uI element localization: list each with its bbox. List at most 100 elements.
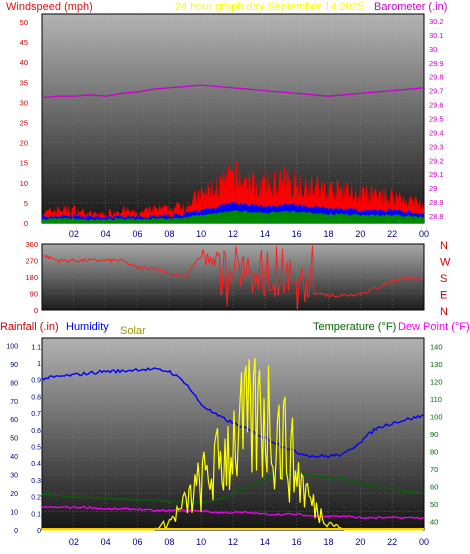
barometer-tick-label: 29.3 [429,142,444,151]
humidity-axis-title: Humidity [66,321,109,333]
x-tick-label: 04 [101,537,111,547]
x-tick-label: 10 [196,537,206,547]
x-tick-label: 14 [260,537,270,547]
x-tick-label: 22 [387,229,397,239]
windspeed-axis-title: Windspeed (mph) [6,1,93,13]
barometer-tick-label: 28.8 [429,212,444,221]
barometer-tick-label: 29 [429,184,437,193]
humidity-tick-label: 90 [10,362,18,369]
direction-tick-label: 0 [34,306,38,315]
barometer-tick-label: 29.1 [429,170,444,179]
x-tick-label: 04 [101,229,111,239]
humidity-tick-label: 40 [10,454,18,461]
compass-label: W [440,257,451,269]
x-tick-label: 00 [419,537,429,547]
chart-title: 24 hour graph day September 14 2025 [175,1,364,13]
x-tick-label: 00 [419,229,429,239]
humidity-tick-label: 80 [10,380,18,387]
rain-tick-label: 0.5 [31,445,41,452]
x-tick-label: 08 [164,537,174,547]
barometer-tick-label: 29.9 [429,59,444,68]
x-tick-label: 16 [292,537,302,547]
wind-tick-label: 40 [20,58,28,67]
rain-tick-label: 0.6 [31,428,41,435]
x-tick-label: 16 [292,229,302,239]
rain-tick-label: 0.4 [31,461,41,468]
barometer-tick-label: 29.7 [429,87,444,96]
barometer-tick-label: 29.8 [429,73,444,82]
solar-axis-title: Solar [120,325,146,337]
barometer-tick-label: 29.4 [429,128,444,137]
x-tick-label: 08 [164,229,174,239]
x-tick-label: 06 [132,229,142,239]
x-tick-label: 20 [355,537,365,547]
humidity-tick-label: 0 [14,528,18,535]
dewpoint-axis-title: Dew Point (°F) [398,321,470,333]
x-tick-label: 22 [387,537,397,547]
direction-tick-label: 180 [25,273,38,282]
humidity-tick-label: 10 [10,510,18,517]
wind-gust-series [42,160,424,223]
barometer-series [41,84,425,99]
compass-label: N [440,240,448,252]
humidity-tick-label: 100 [6,343,18,350]
wind-tick-label: 25 [20,119,28,128]
temperature-tick-label: 110 [430,395,442,404]
x-tick-label: 14 [260,229,270,239]
x-tick-label: 12 [228,537,238,547]
wind-tick-label: 5 [24,199,28,208]
temperature-tick-label: 120 [430,378,443,387]
x-tick-label: 20 [355,229,365,239]
wind-tick-label: 0 [24,219,28,228]
humidity-tick-label: 70 [10,399,18,406]
wind-tick-label: 50 [20,18,28,27]
humidity-tick-label: 20 [10,491,18,498]
humidity-tick-label: 50 [10,436,18,443]
wind-tick-label: 35 [20,78,28,87]
x-tick-label: 06 [132,537,142,547]
x-tick-label: 02 [69,537,79,547]
rain-tick-label: 0.9 [31,378,41,385]
compass-label: E [440,290,447,302]
x-tick-label: 10 [196,229,206,239]
wind-tick-label: 15 [20,159,28,168]
rain-tick-label: 1.1 [31,344,41,351]
rain-tick-label: 0.3 [31,478,41,485]
temperature-tick-label: 40 [430,517,438,526]
rain-tick-label: 0.1 [31,511,41,518]
temperature-tick-label: 70 [430,465,438,474]
humidity-tick-label: 30 [10,473,18,480]
barometer-tick-label: 29.6 [429,101,444,110]
humidity-tick-label: 60 [10,417,18,424]
wind-tick-label: 10 [20,179,28,188]
direction-tick-label: 90 [30,290,38,299]
temperature-axis-title: Temperature (°F) [313,321,396,333]
barometer-tick-label: 30 [429,45,437,54]
temperature-tick-label: 140 [430,343,443,352]
dewpoint-series [41,505,425,520]
x-tick-label: 12 [228,229,238,239]
wind-tick-label: 20 [20,139,28,148]
rain-tick-label: 0.8 [31,394,41,401]
barometer-tick-label: 30.1 [429,31,444,40]
temperature-series [41,470,425,505]
rainfall-axis-title: Rainfall (.in) [0,321,59,333]
barometer-tick-label: 30.2 [429,17,444,26]
wind-direction-series [43,245,424,310]
temperature-tick-label: 100 [430,413,443,422]
wind-low-series [42,209,424,223]
barometer-tick-label: 29.2 [429,156,444,165]
barometer-tick-label: 29.5 [429,115,444,124]
barometer-axis-title: Barometer (.in) [374,1,447,13]
direction-tick-label: 360 [25,240,38,249]
barometer-tick-label: 28.9 [429,198,444,207]
x-tick-label: 18 [323,537,333,547]
series-marks [41,84,425,531]
temperature-tick-label: 60 [430,482,438,491]
rain-tick-label: 0.2 [31,495,41,502]
temperature-tick-label: 50 [430,500,438,509]
temperature-tick-label: 90 [430,430,438,439]
wind-tick-label: 30 [20,98,28,107]
